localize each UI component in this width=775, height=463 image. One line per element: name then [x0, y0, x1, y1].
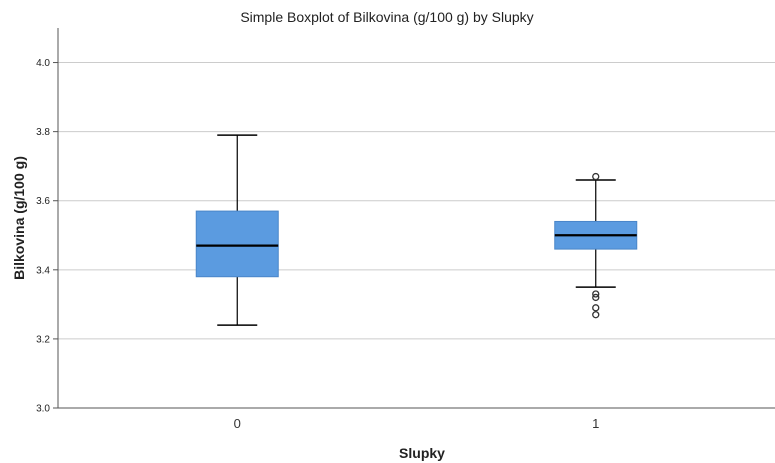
box [195, 210, 279, 278]
box-group-1 [554, 172, 638, 319]
x-tick-label: 0 [234, 416, 241, 431]
y-tick-label: 4.0 [36, 58, 50, 69]
y-tick-label: 3.8 [36, 127, 50, 138]
y-tick-labels: 3.0 3.2 3.4 3.6 3.8 4.0 [36, 58, 58, 415]
y-tick-label: 3.2 [36, 334, 50, 345]
box-series [195, 134, 638, 326]
outlier-point [592, 304, 600, 312]
chart-title: Simple Boxplot of Bilkovina (g/100 g) by… [240, 9, 533, 25]
x-axis-label: Slupky [399, 445, 445, 461]
y-tick-label: 3.4 [36, 265, 50, 276]
outlier-point [592, 172, 600, 181]
x-tick-label: 1 [592, 416, 599, 431]
y-tick-label: 3.0 [36, 404, 50, 415]
box-group-0 [195, 134, 279, 326]
gridlines [58, 62, 775, 340]
outlier-point [592, 293, 600, 302]
outlier-point [592, 290, 600, 298]
y-axis-label: Bilkovina (g/100 g) [11, 156, 27, 280]
y-tick-label: 3.6 [36, 196, 50, 207]
outlier-point [592, 311, 600, 319]
